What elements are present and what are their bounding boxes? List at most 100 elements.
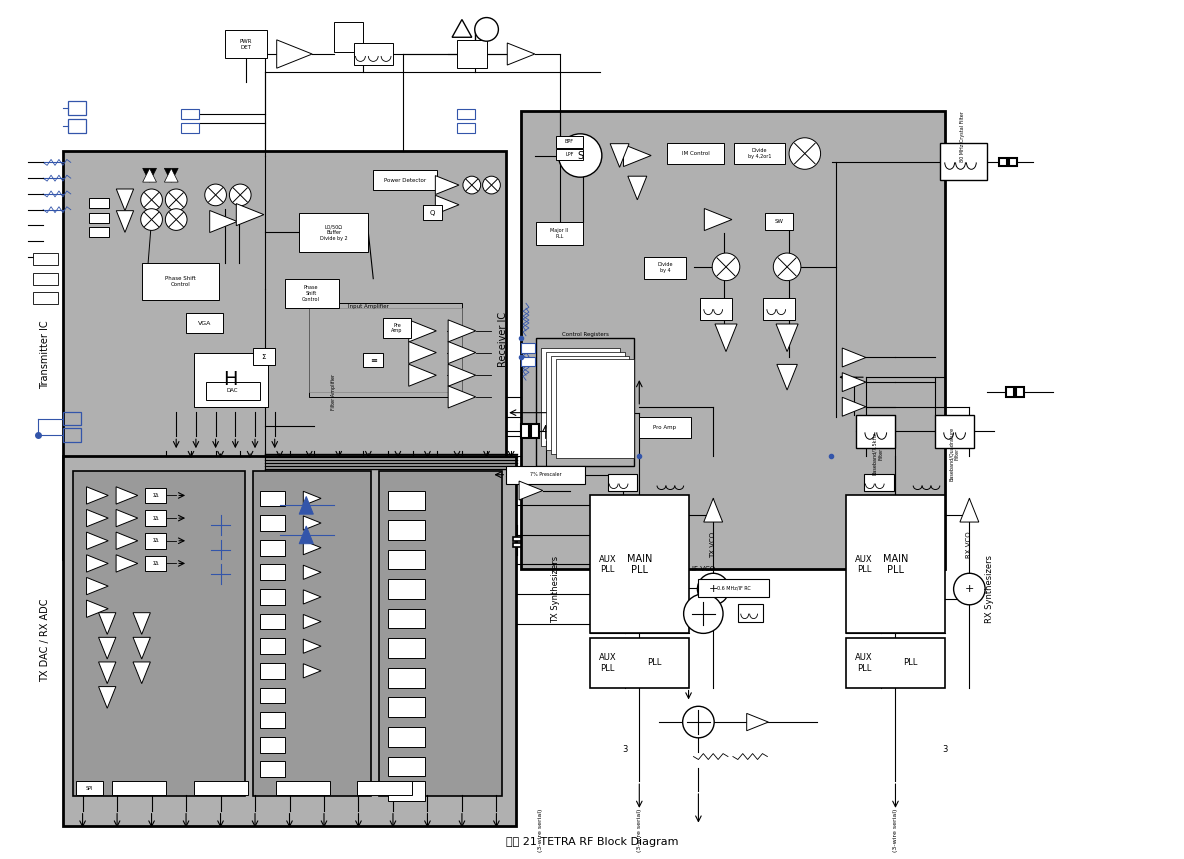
Polygon shape [303, 614, 321, 629]
Polygon shape [86, 555, 108, 572]
Polygon shape [143, 168, 156, 182]
Bar [90, 198, 109, 208]
Bar [284, 278, 339, 308]
Bar [423, 204, 443, 220]
Polygon shape [448, 364, 476, 387]
Text: VGA: VGA [198, 320, 212, 326]
Text: LO/50Ω
Buffer
Divide by 2: LO/50Ω Buffer Divide by 2 [320, 224, 348, 241]
Polygon shape [303, 491, 321, 505]
Text: ΣΔ: ΣΔ [153, 493, 159, 498]
Bar [253, 348, 275, 365]
Bar [225, 30, 266, 58]
Text: PLL: PLL [646, 659, 661, 667]
Bar [555, 149, 584, 161]
Polygon shape [436, 195, 459, 214]
Text: TX Synthesizers: TX Synthesizers [551, 556, 560, 623]
Bar [260, 712, 284, 728]
Bar [607, 474, 637, 491]
Bar [734, 143, 785, 164]
Polygon shape [842, 398, 866, 417]
Bar [67, 119, 85, 133]
Polygon shape [303, 639, 321, 654]
Bar [33, 273, 58, 284]
Text: PLL: PLL [903, 659, 918, 667]
Text: 3: 3 [622, 745, 628, 754]
Bar [546, 351, 624, 450]
Bar [260, 539, 284, 556]
Bar [388, 550, 425, 570]
Polygon shape [133, 662, 150, 684]
Bar [1009, 158, 1017, 167]
Bar [388, 727, 425, 746]
Bar [354, 43, 393, 64]
Text: PWR
DET: PWR DET [240, 39, 252, 50]
Text: 그림 21 TETRA RF Block Diagram: 그림 21 TETRA RF Block Diagram [506, 838, 678, 847]
Bar [388, 698, 425, 717]
Bar [260, 663, 284, 679]
Text: Baseband/Quadrature
Filter: Baseband/Quadrature Filter [950, 427, 960, 481]
Bar [521, 424, 529, 438]
Bar [363, 352, 384, 368]
Bar [300, 213, 368, 252]
Bar [358, 781, 412, 795]
Bar [334, 22, 363, 52]
Polygon shape [86, 577, 108, 594]
Text: BPF: BPF [565, 139, 574, 144]
Polygon shape [300, 497, 314, 515]
Bar [699, 579, 770, 597]
Text: SPI: SPI [85, 786, 94, 790]
Polygon shape [408, 364, 437, 387]
Bar [521, 356, 535, 366]
Text: Pre
Amp: Pre Amp [391, 322, 403, 333]
Bar [738, 604, 764, 622]
Polygon shape [98, 637, 116, 659]
Polygon shape [610, 143, 629, 168]
Bar [144, 533, 166, 549]
Bar [590, 638, 689, 687]
Bar [847, 496, 945, 633]
Polygon shape [303, 565, 321, 579]
Text: TX VCO: TX VCO [710, 532, 716, 557]
Circle shape [683, 594, 723, 633]
Text: LPF: LPF [565, 152, 573, 157]
Bar [373, 170, 437, 190]
Polygon shape [165, 168, 178, 182]
Polygon shape [776, 324, 798, 351]
Bar [940, 143, 987, 180]
Polygon shape [704, 209, 732, 230]
Bar [536, 222, 584, 245]
Polygon shape [408, 342, 437, 363]
Polygon shape [303, 590, 321, 604]
Polygon shape [842, 373, 866, 392]
Bar [765, 213, 793, 230]
Polygon shape [448, 320, 476, 342]
Polygon shape [519, 481, 542, 500]
Bar [701, 298, 732, 320]
Bar [63, 150, 507, 559]
Text: MAIN
PLL: MAIN PLL [626, 553, 652, 576]
Polygon shape [777, 364, 797, 390]
Bar [388, 757, 425, 777]
Polygon shape [116, 189, 134, 210]
Polygon shape [116, 487, 137, 504]
Bar [144, 556, 166, 571]
Circle shape [483, 176, 501, 194]
Text: 80 MHz Crystal Filter: 80 MHz Crystal Filter [960, 112, 965, 162]
Bar [67, 101, 85, 115]
Polygon shape [448, 342, 476, 363]
Polygon shape [165, 168, 178, 182]
Bar [309, 303, 462, 397]
Polygon shape [98, 612, 116, 634]
Bar [388, 638, 425, 658]
Bar [536, 338, 635, 466]
Bar [309, 308, 462, 392]
Polygon shape [452, 20, 471, 37]
Text: DAC: DAC [226, 388, 238, 393]
Text: (3-wire serial): (3-wire serial) [893, 809, 897, 852]
Bar [388, 667, 425, 687]
Bar [388, 490, 425, 510]
Bar [260, 737, 284, 752]
Polygon shape [436, 175, 459, 194]
Bar [667, 143, 725, 164]
Bar [856, 415, 895, 448]
